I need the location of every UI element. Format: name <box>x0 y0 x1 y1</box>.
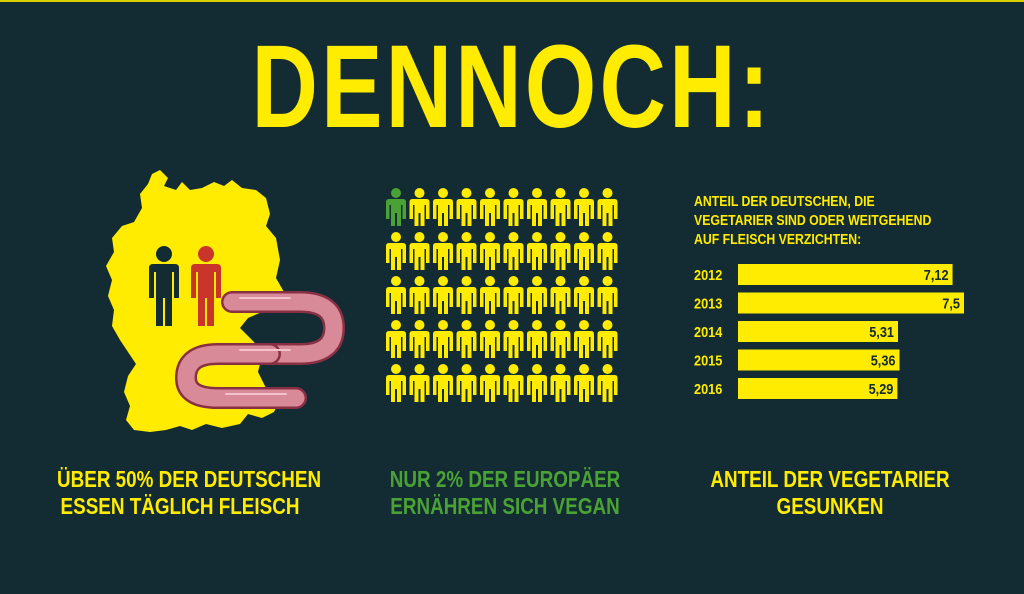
person-icon <box>597 276 618 314</box>
chart-tick-label: 2014 <box>694 323 723 340</box>
person-icon <box>386 364 406 402</box>
chart-tick-label: 2016 <box>694 380 723 397</box>
meat-caption-line1: ÜBER 50% DER DEUTSCHEN <box>57 466 322 492</box>
person-icon <box>480 320 500 358</box>
person-icon-navy <box>149 246 179 326</box>
person-icon <box>527 188 547 226</box>
chart-data-label: 5,36 <box>871 351 896 368</box>
person-icon <box>527 232 547 270</box>
chart-bar <box>738 349 900 371</box>
person-icon <box>433 232 453 270</box>
person-icon <box>574 364 594 402</box>
person-icon <box>409 188 430 226</box>
person-icon <box>574 320 594 358</box>
person-icon <box>409 276 430 314</box>
chart-bar <box>738 264 953 285</box>
chart-data-label: 7,5 <box>942 294 960 311</box>
person-icon <box>503 188 524 226</box>
person-icon-vegan <box>386 188 406 226</box>
person-icon <box>433 364 453 402</box>
person-icon <box>409 232 430 270</box>
chart-title-line: AUF FLEISCH VERZICHTEN: <box>694 231 861 247</box>
person-icon-red <box>191 246 221 326</box>
person-icon <box>480 364 500 402</box>
vegetarian-caption-line2: GESUNKEN <box>776 493 884 519</box>
sausage-icon <box>174 291 346 409</box>
person-icon <box>574 188 594 226</box>
vegetarian-bar-chart: ANTEIL DER DEUTSCHEN, DIE VEGETARIER SIND… <box>694 193 964 399</box>
person-icon <box>597 320 618 358</box>
person-icon <box>456 232 477 270</box>
person-icon <box>574 232 594 270</box>
person-icon <box>550 232 571 270</box>
person-icon <box>597 364 618 402</box>
person-icon <box>550 188 571 226</box>
chart-title-line: ANTEIL DER DEUTSCHEN, DIE <box>694 193 875 209</box>
person-icon <box>409 364 430 402</box>
person-icon <box>409 320 430 358</box>
germany-shape <box>106 170 284 432</box>
chart-tick-label: 2012 <box>694 266 723 283</box>
person-icon <box>456 364 477 402</box>
top-border-line <box>0 0 1024 2</box>
chart-tick-label: 2013 <box>694 294 723 311</box>
person-icon <box>386 276 406 314</box>
chart-data-label: 5,31 <box>869 323 894 340</box>
person-icon <box>386 320 406 358</box>
person-icon <box>480 188 500 226</box>
person-icon <box>433 320 453 358</box>
person-icon <box>480 232 500 270</box>
person-icon <box>456 276 477 314</box>
meat-caption-line2: ESSEN TÄGLICH FLEISCH <box>60 493 300 519</box>
chart-tick-label: 2015 <box>694 351 723 368</box>
chart-bar <box>738 378 898 399</box>
person-icon <box>550 320 571 358</box>
meat-caption: ÜBER 50% DER DEUTSCHEN ESSEN TÄGLICH FLE… <box>57 466 322 520</box>
chart-title-line: VEGETARIER SIND ODER WEITGEHEND <box>694 212 931 228</box>
person-icon <box>503 276 524 314</box>
chart-data-label: 5,29 <box>869 380 894 397</box>
person-icon <box>550 276 571 314</box>
vegetarian-caption: ANTEIL DER VEGETARIER GESUNKEN <box>707 466 953 520</box>
person-icon <box>503 232 524 270</box>
person-icon <box>527 364 547 402</box>
person-icon <box>527 276 547 314</box>
person-icon <box>550 364 571 402</box>
chart-data-label: 7,12 <box>924 266 949 283</box>
vegetarian-caption-line1: ANTEIL DER VEGETARIER <box>710 466 950 492</box>
vegan-caption: NUR 2% DER EUROPÄER ERNÄHREN SICH VEGAN <box>382 466 628 520</box>
person-icon <box>597 232 618 270</box>
person-icon <box>527 320 547 358</box>
chart-bar <box>738 321 899 342</box>
person-icon <box>480 276 500 314</box>
chart-bar <box>738 292 964 314</box>
person-icon <box>433 276 453 314</box>
person-icon <box>574 276 594 314</box>
vegan-caption-line2: ERNÄHREN SICH VEGAN <box>390 493 620 519</box>
germany-map-icon <box>106 170 346 432</box>
vegan-caption-line1: NUR 2% DER EUROPÄER <box>389 466 621 492</box>
person-icon <box>433 188 453 226</box>
person-icon <box>456 188 477 226</box>
people-grid <box>386 188 618 402</box>
person-icon <box>503 320 524 358</box>
person-icon <box>597 188 618 226</box>
person-icon <box>503 364 524 402</box>
person-icon <box>456 320 477 358</box>
person-icon <box>386 232 406 270</box>
page-title: DENNOCH: <box>251 21 773 153</box>
